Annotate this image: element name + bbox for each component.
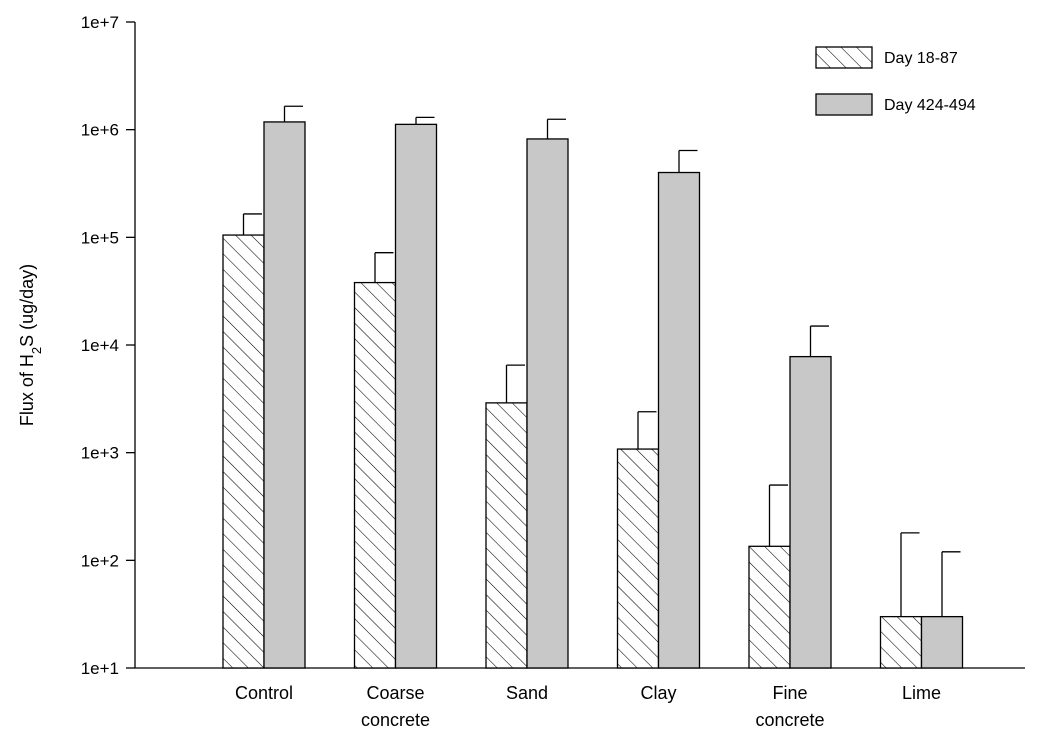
- y-tick-label: 1e+1: [81, 659, 119, 678]
- bar-solid: [264, 122, 305, 668]
- x-tick-label: Control: [235, 683, 293, 703]
- y-tick-label: 1e+2: [81, 551, 119, 570]
- bar-solid: [527, 139, 568, 668]
- legend-swatch-solid: [816, 94, 872, 115]
- bar-hatched: [618, 449, 659, 668]
- legend-label: Day 18-87: [884, 50, 958, 67]
- bar-solid: [790, 357, 831, 668]
- x-tick-label: Coarse: [366, 683, 424, 703]
- x-tick-label: Sand: [506, 683, 548, 703]
- bar-hatched: [223, 235, 264, 668]
- bar-solid: [396, 124, 437, 668]
- y-tick-label: 1e+3: [81, 444, 119, 463]
- bar-hatched: [355, 283, 396, 668]
- y-tick-label: 1e+7: [81, 13, 119, 32]
- y-tick-label: 1e+5: [81, 228, 119, 247]
- y-axis-title: Flux of H2S (ug/day): [17, 264, 44, 426]
- y-tick-label: 1e+4: [81, 336, 119, 355]
- bar-solid: [922, 617, 963, 668]
- legend-label: Day 424-494: [884, 97, 976, 114]
- bar-hatched: [749, 546, 790, 668]
- bar-solid: [659, 173, 700, 668]
- x-tick-label: concrete: [361, 710, 430, 730]
- x-tick-label: Clay: [640, 683, 676, 703]
- x-tick-label: concrete: [755, 710, 824, 730]
- bar-hatched: [486, 403, 527, 668]
- x-tick-label: Fine: [772, 683, 807, 703]
- y-tick-label: 1e+6: [81, 121, 119, 140]
- legend-swatch-hatched: [816, 47, 872, 68]
- bar-hatched: [881, 617, 922, 668]
- x-tick-label: Lime: [902, 683, 941, 703]
